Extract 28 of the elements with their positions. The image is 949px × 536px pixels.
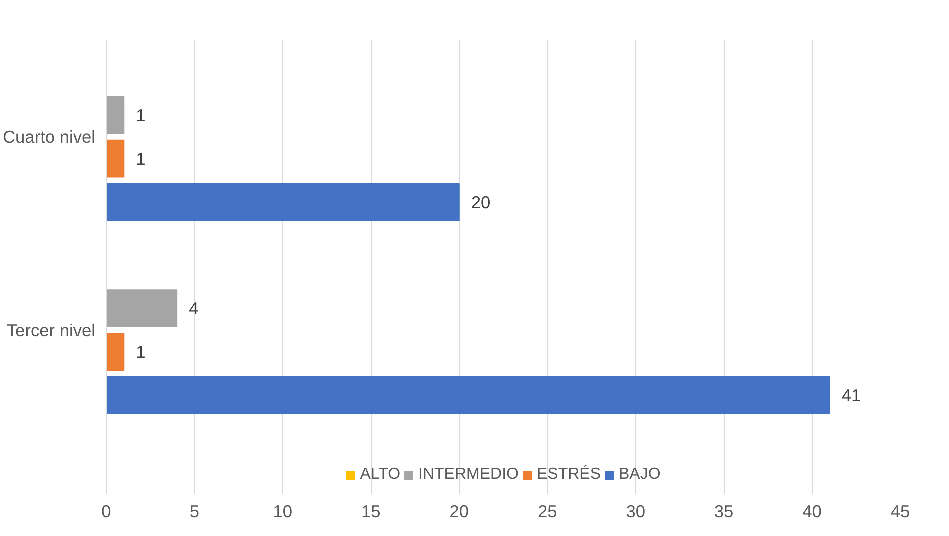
y-tick-label: Cuarto nivel: [3, 127, 96, 148]
x-tick-label: 30: [626, 502, 646, 522]
x-tick-label: 45: [890, 502, 910, 522]
bar: [106, 290, 178, 328]
x-tick-label: 15: [362, 502, 381, 522]
x-tick-label: 10: [273, 502, 293, 522]
bar: [106, 96, 125, 134]
data-label: 20: [471, 192, 491, 212]
data-label: 4: [189, 298, 200, 319]
data-label: 1: [136, 342, 146, 362]
bar: [106, 376, 830, 414]
x-tick-label: 40: [802, 502, 822, 522]
bar: [106, 333, 125, 371]
legend-label: INTERMEDIO: [418, 466, 519, 484]
legend-label: ALTO: [360, 466, 401, 484]
x-tick-label: 25: [538, 502, 558, 522]
x-tick-label: 35: [714, 502, 734, 522]
x-tick-label: 5: [190, 502, 200, 522]
bar: [106, 183, 460, 222]
x-tick-label: 0: [102, 502, 112, 522]
bar: [106, 140, 125, 178]
data-label: 1: [136, 105, 146, 126]
x-tick-label: 20: [450, 502, 470, 522]
legend-label: ESTRÉS: [536, 466, 601, 484]
legend-label: BAJO: [618, 466, 661, 484]
data-label: 1: [136, 148, 146, 169]
data-label: 41: [842, 385, 862, 406]
y-tick-label: Tercer nivel: [6, 320, 96, 340]
